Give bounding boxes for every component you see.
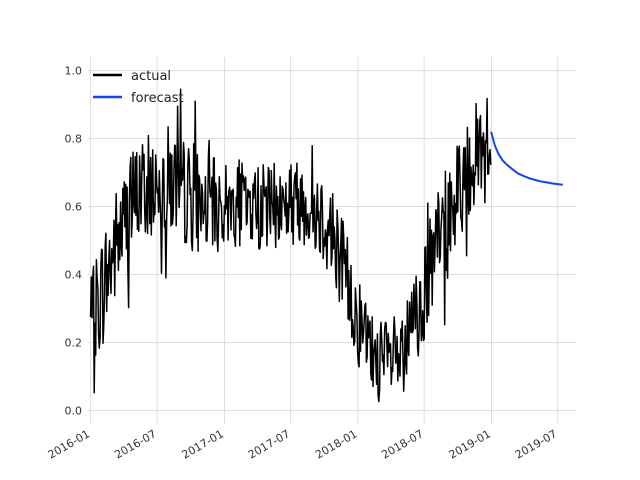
y-tick-label: 0.0 — [65, 404, 83, 417]
y-tick-label: 0.4 — [65, 268, 83, 281]
x-tick-label: 2019-07 — [513, 427, 559, 461]
series-line-actual — [89, 88, 492, 403]
y-tick-label: 0.6 — [65, 201, 83, 214]
y-axis: 0.0 0.2 0.4 0.6 0.8 1.0 — [65, 65, 83, 418]
x-tick-label: 2016-01 — [46, 427, 92, 461]
x-tick-label: 2016-07 — [112, 427, 158, 461]
x-tick-label: 2017-01 — [180, 427, 226, 461]
series-line-forecast — [490, 131, 563, 186]
legend-label-forecast: forecast — [131, 91, 184, 106]
x-tick-label: 2017-07 — [246, 427, 292, 461]
y-tick-label: 0.2 — [65, 336, 83, 349]
y-tick-label: 1.0 — [65, 65, 83, 78]
x-tick-label: 2018-01 — [313, 427, 359, 461]
x-tick-label: 2019-01 — [447, 427, 493, 461]
plot-area — [89, 88, 563, 403]
x-axis: 2016-01 2016-07 2017-01 2017-07 2018-01 2018-… — [46, 427, 559, 461]
legend-label-actual: actual — [131, 69, 171, 84]
x-tick-label: 2018-07 — [379, 427, 425, 461]
legend: actual forecast — [93, 69, 184, 106]
y-tick-label: 0.8 — [65, 133, 83, 146]
grid — [88, 57, 576, 424]
